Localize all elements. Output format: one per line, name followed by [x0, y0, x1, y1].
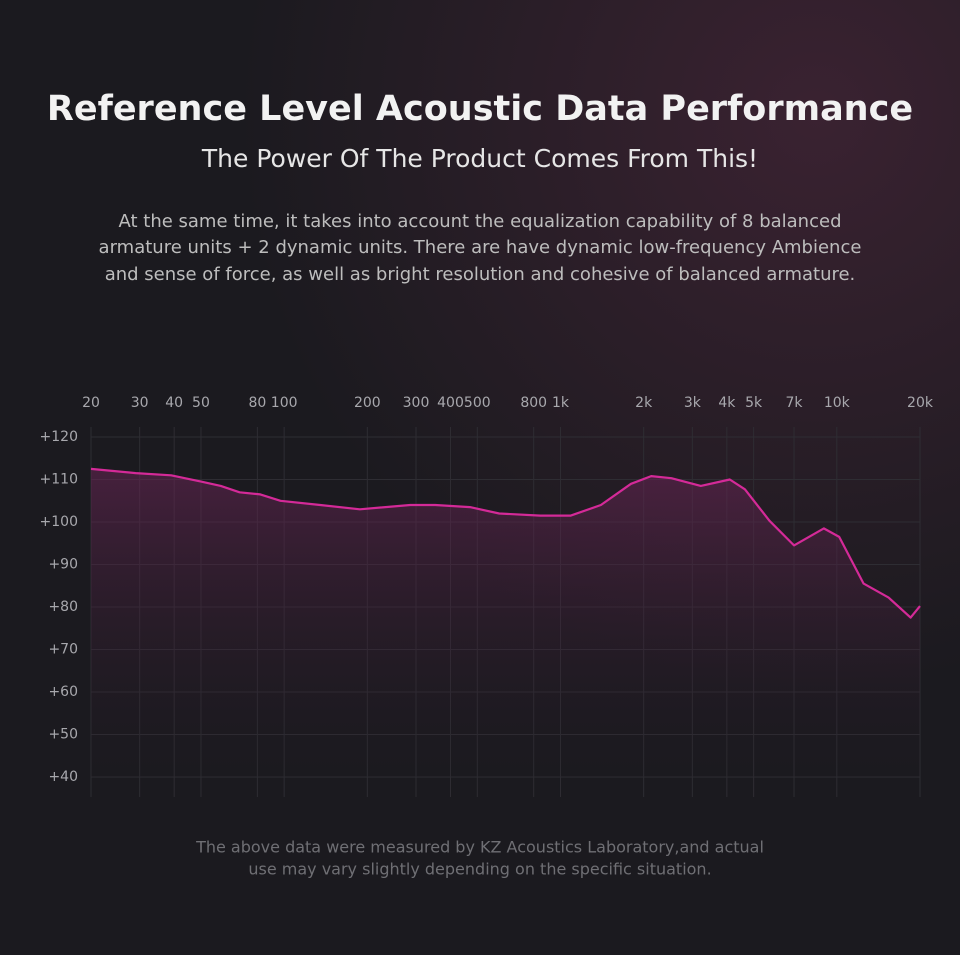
y-tick-label: +60	[48, 684, 78, 700]
x-tick-label: 4k	[718, 395, 736, 411]
plot: +120 +110 +100 +90 +80 +70 +60 +50 +40 20 30 40 50 80…	[40, 395, 934, 797]
x-tick-label: 20k	[907, 395, 934, 411]
response-curve	[90, 467, 921, 619]
description-line: armature units + 2 dynamic units. There …	[99, 237, 862, 258]
y-tick-label: +100	[40, 514, 78, 530]
x-tick-label: 2k	[635, 395, 653, 411]
y-tick-label: +120	[40, 429, 78, 445]
x-tick-label: 40	[165, 395, 183, 411]
area	[91, 468, 920, 777]
x-tick-label: 200	[354, 395, 381, 411]
x-tick-label: 800	[520, 395, 547, 411]
y-tick-label: +90	[48, 557, 78, 573]
subtitle: The Power Of The Product Comes From This…	[201, 144, 758, 173]
x-tick-label: 400	[437, 395, 464, 411]
x-tick-label: 500	[464, 395, 491, 411]
y-tick-label: +50	[48, 727, 78, 743]
x-tick-label: 50	[192, 395, 210, 411]
footnote-line: The above data were measured by KZ Acous…	[195, 838, 764, 857]
y-tick-label: +70	[48, 642, 78, 658]
description-line: At the same time, it takes into account …	[118, 211, 841, 232]
footnote-line: use may vary slightly depending on the s…	[248, 860, 711, 879]
x-tick-label: 5k	[745, 395, 763, 411]
x-tick-label: 20	[82, 395, 100, 411]
title: Reference Level Acoustic Data Performanc…	[47, 89, 913, 129]
x-tick-label: 300	[403, 395, 430, 411]
description-line: and sense of force, as well as bright re…	[105, 264, 856, 285]
x-tick-label: 3k	[684, 395, 702, 411]
x-tick-label: 1k	[552, 395, 570, 411]
y-tick-label: +40	[48, 769, 78, 785]
x-tick-label: 80	[248, 395, 266, 411]
x-tick-label: 100	[271, 395, 298, 411]
x-tick-label: 10k	[824, 395, 851, 411]
y-tick-label: +110	[40, 472, 78, 488]
x-tick-label: 30	[131, 395, 149, 411]
x-tick-label: 7k	[786, 395, 804, 411]
y-tick-label: +80	[48, 599, 78, 615]
